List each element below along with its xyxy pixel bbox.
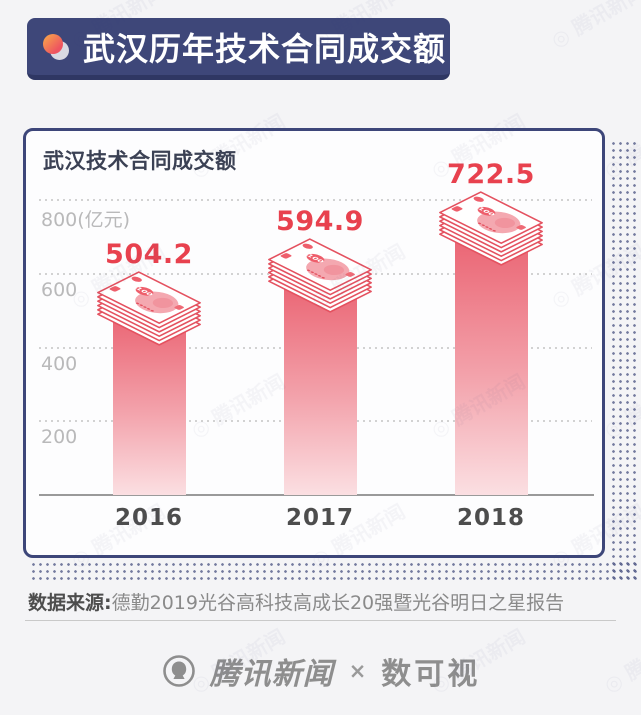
data-source-text: 德勤2019光谷高科技高成长20强暨光谷明日之星报告 [111, 592, 565, 614]
y-axis-tick-label: 200 [41, 426, 78, 449]
tencent-news-wordmark: 腾讯新闻 [209, 657, 334, 692]
data-source-prefix: 数据来源: [28, 592, 112, 614]
x-axis-category-label: 2017 [285, 505, 354, 531]
tencent-news-logo-icon [162, 655, 195, 687]
y-axis-tick-label: 600 [41, 278, 78, 301]
chart-card: 武汉技术合同成交额 800(亿元) 600 400 200 504.2 2016 594.9… [23, 128, 605, 558]
bar-value-label: 722.5 [447, 158, 535, 190]
halftone-shadow-bottom [30, 561, 637, 582]
bar-chart: 800(亿元) 600 400 200 504.2 2016 594.9 2017 722.5 2… [26, 131, 602, 555]
bar-value-label: 504.2 [105, 239, 193, 271]
chart-title: 武汉技术合同成交额 [43, 149, 237, 173]
banknote-stack-illustration [439, 190, 543, 266]
collaboration-x-mark: × [348, 659, 367, 683]
halftone-shadow-right [610, 140, 638, 580]
x-axis-line [39, 494, 594, 496]
banknote-stack-illustration [97, 271, 201, 346]
bullet-dot-icon [43, 34, 70, 61]
shukeshi-wordmark: 数可视 [381, 657, 481, 692]
watermark-text: ◎ 腾讯新闻 [545, 0, 641, 53]
bar-value-label: 594.9 [276, 205, 364, 237]
data-source: 数据来源:德勤2019光谷高科技高成长20强暨光谷明日之星报告 [28, 588, 564, 615]
bar-column [454, 228, 528, 495]
x-axis-category-label: 2018 [456, 505, 525, 531]
header-banner: 武汉历年技术合同成交额 [27, 18, 450, 80]
banknote-stack-illustration [268, 237, 372, 313]
dot-gradient-circle [43, 34, 63, 54]
y-gridline [39, 199, 592, 201]
y-axis-tick-label: 400 [41, 352, 78, 375]
page-title: 武汉历年技术合同成交额 [83, 29, 447, 68]
x-axis-category-label: 2016 [114, 505, 183, 531]
footer-brands: 腾讯新闻 × 数可视 [0, 645, 641, 697]
y-axis-tick-label: 800(亿元) [41, 209, 131, 231]
footer-divider [25, 620, 616, 621]
bar-column [283, 275, 357, 495]
